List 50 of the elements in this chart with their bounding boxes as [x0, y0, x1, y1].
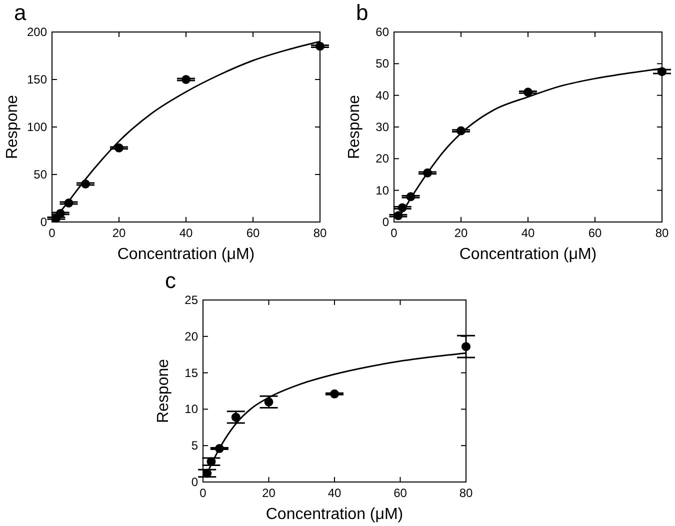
x-tick-label: 40 — [521, 226, 535, 240]
y-axis-title: Respone — [4, 94, 21, 160]
x-axis-title: Concentration (μM) — [459, 246, 597, 263]
x-tick-label: 80 — [655, 226, 669, 240]
chart-title: b — [356, 0, 368, 25]
x-tick-label: 40 — [328, 486, 342, 500]
x-axis-title: Concentration (μM) — [117, 246, 255, 263]
x-tick-label: 80 — [459, 486, 473, 500]
y-tick-label: 10 — [184, 402, 198, 416]
y-axis-title: Respone — [155, 358, 172, 424]
y-tick-label: 50 — [376, 56, 390, 71]
point — [231, 412, 240, 422]
point — [316, 42, 324, 51]
point — [462, 342, 470, 352]
y-axis-title: Respone — [346, 94, 363, 160]
y-tick-label: 0 — [191, 475, 198, 489]
x-tick-label: 60 — [588, 226, 602, 240]
point — [182, 75, 190, 84]
x-tick-label: 20 — [262, 486, 276, 500]
y-tick-label: 50 — [34, 168, 48, 182]
x-axis-title: Concentration (μM) — [266, 506, 404, 523]
x-tick-label: 80 — [313, 226, 327, 240]
y-tick-label: 20 — [184, 329, 198, 344]
y-tick-label: 60 — [376, 25, 390, 39]
x-tick-label: 60 — [246, 226, 260, 240]
y-tick-label: 40 — [376, 88, 390, 102]
y-tick-label: 200 — [26, 25, 48, 39]
y-tick-label: 10 — [376, 183, 390, 198]
chart-title: a — [14, 0, 27, 25]
point — [202, 468, 212, 478]
point — [330, 389, 339, 398]
y-tick-label: 150 — [26, 72, 48, 86]
y-tick-label: 0 — [40, 215, 48, 229]
y-tick-label: 30 — [376, 120, 390, 134]
x-tick-label: 0 — [48, 226, 56, 240]
y-tick-label: 20 — [376, 152, 390, 166]
y-tick-label: 25 — [184, 293, 198, 307]
y-tick-label: 15 — [184, 366, 198, 380]
point — [658, 67, 666, 76]
x-tick-label: 20 — [112, 226, 126, 240]
chart-title: c — [165, 268, 176, 293]
point — [114, 143, 124, 152]
y-tick-label: 0 — [382, 215, 390, 229]
y-tick-label: 100 — [26, 120, 48, 134]
point — [524, 88, 532, 97]
x-tick-label: 0 — [390, 226, 398, 240]
x-tick-label: 60 — [394, 486, 408, 500]
y-tick-label: 5 — [191, 438, 198, 453]
x-tick-label: 20 — [454, 226, 468, 240]
x-tick-label: 0 — [200, 486, 207, 500]
